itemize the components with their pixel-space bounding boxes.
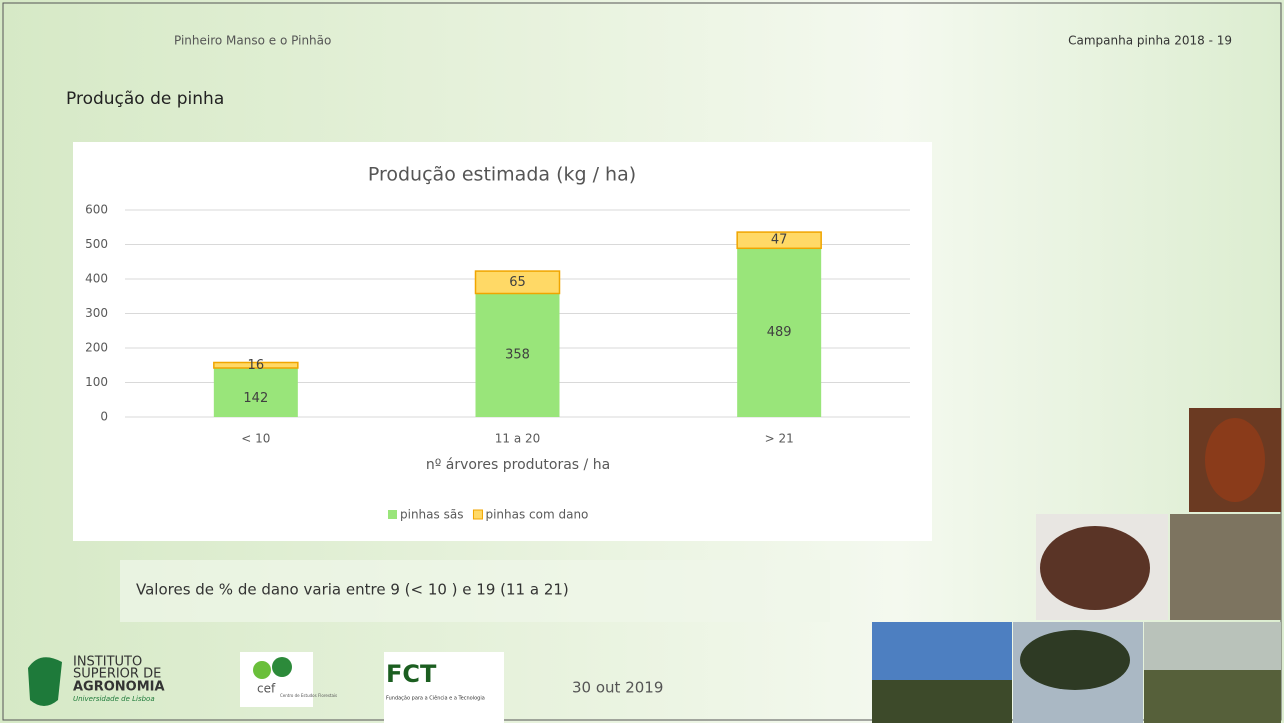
x-tick-label: > 21	[765, 432, 794, 446]
photo	[1020, 630, 1130, 690]
photo	[872, 680, 1012, 723]
photo	[1144, 670, 1281, 723]
x-tick-label: < 10	[241, 432, 270, 446]
y-tick-label: 400	[85, 272, 108, 286]
legend-swatch	[388, 510, 397, 519]
data-label: 16	[248, 358, 265, 373]
logos: INSTITUTO SUPERIOR DE AGRONOMIA Universi…	[28, 652, 663, 723]
note: Valores de % de dano varia entre 9 (< 10…	[136, 581, 569, 599]
slide-title: Produção de pinha	[66, 89, 224, 109]
legend-label: pinhas sãs	[400, 508, 463, 522]
y-tick-label: 200	[85, 341, 108, 355]
data-label: 65	[509, 275, 526, 290]
date: 30 out 2019	[572, 679, 663, 697]
isa-text: AGRONOMIA	[73, 680, 165, 695]
cef-tree	[272, 657, 292, 677]
chart-title: Produção estimada (kg / ha)	[368, 164, 636, 186]
y-tick-label: 300	[85, 306, 108, 320]
photo	[1205, 418, 1265, 502]
y-tick-label: 600	[85, 203, 108, 217]
x-tick-label: 11 a 20	[495, 432, 541, 446]
header-left: Pinheiro Manso e o Pinhão	[174, 34, 331, 48]
y-tick-label: 0	[100, 410, 108, 424]
data-label: 142	[243, 391, 268, 406]
data-label: 489	[767, 325, 792, 340]
cef-text: cef	[257, 682, 276, 696]
isa-text: Universidade de Lisboa	[73, 695, 155, 703]
cef-tree	[253, 661, 271, 679]
y-tick-label: 100	[85, 375, 108, 389]
isa-emblem	[28, 657, 62, 706]
photos	[872, 408, 1281, 723]
slide-canvas: Pinheiro Manso e o Pinhão Campanha pinha…	[0, 0, 1284, 723]
y-tick-label: 500	[85, 237, 108, 251]
fct-text: Fundação para a Ciência e a Tecnologia	[386, 695, 485, 702]
header-right: Campanha pinha 2018 - 19	[1068, 34, 1232, 48]
cef-text: Centro de Estudos Florestais	[280, 693, 337, 698]
slide: Pinheiro Manso e o Pinhão Campanha pinha…	[0, 0, 1284, 723]
data-label: 358	[505, 348, 530, 363]
x-axis-label: nº árvores produtoras / ha	[426, 457, 610, 473]
legend-label: pinhas com dano	[485, 508, 588, 522]
photo	[1040, 526, 1150, 610]
data-label: 47	[771, 233, 788, 248]
photo	[1170, 514, 1281, 620]
legend-swatch	[473, 510, 482, 519]
fct-text: FCT	[386, 660, 437, 688]
